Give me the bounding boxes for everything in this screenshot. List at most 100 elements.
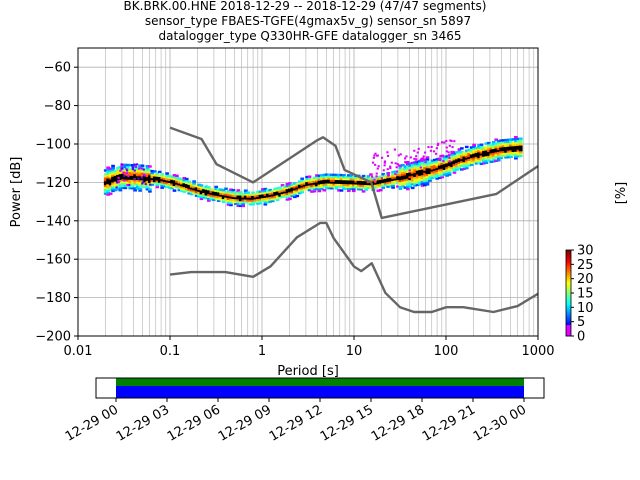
psd-density-cell xyxy=(275,198,280,202)
psd-density-cell xyxy=(501,150,506,154)
psd-density-cell xyxy=(501,154,506,157)
psd-density-cell xyxy=(457,155,462,159)
psd-density-cell xyxy=(243,189,248,192)
psd-density-cell xyxy=(403,165,408,168)
psd-density-cell xyxy=(111,168,115,171)
colorbar-tick-label: 20 xyxy=(577,272,594,287)
plot-background xyxy=(78,48,538,336)
psd-density-cell xyxy=(484,159,489,163)
psd-density-cell xyxy=(295,189,300,192)
psd-density-cell xyxy=(511,147,516,151)
psd-density-cell xyxy=(155,176,160,179)
psd-density-cell xyxy=(386,177,390,181)
psd-density-cell xyxy=(125,167,130,171)
psd-density-cell xyxy=(464,157,469,160)
psd-density-cell xyxy=(312,188,317,191)
psd-density-cell xyxy=(103,190,108,193)
psd-density-cell xyxy=(184,187,189,190)
psd-density-cell xyxy=(155,182,160,185)
psd-density-cell xyxy=(265,200,270,204)
psd-density-cell xyxy=(324,173,329,176)
psd-density-cell xyxy=(192,186,196,189)
psd-density-cell xyxy=(214,187,219,191)
psd-density-cell xyxy=(386,175,390,179)
psd-density-cell xyxy=(469,157,474,161)
psd-density-cell xyxy=(312,190,317,193)
colorbar-segment xyxy=(566,297,571,300)
psd-density-cell xyxy=(192,191,196,195)
psd-density-cell xyxy=(150,169,155,173)
psd-density-cell xyxy=(140,172,145,175)
psd-density-cell xyxy=(452,159,457,163)
psd-density-cell xyxy=(236,204,241,207)
colorbar-segment xyxy=(566,277,571,280)
psd-density-cell xyxy=(349,185,354,189)
psd-density-cell xyxy=(423,181,427,185)
psd-density-cell xyxy=(229,198,233,201)
psd-density-cell xyxy=(484,155,489,159)
psd-density-cell xyxy=(256,194,260,198)
psd-density-cell xyxy=(518,143,523,146)
psd-density-cell xyxy=(290,187,295,190)
psd-density-cell xyxy=(487,145,491,149)
psd-density-cell xyxy=(396,171,400,175)
psd-density-cell xyxy=(140,170,145,173)
psd-density-cell xyxy=(130,171,135,175)
psd-density-cell xyxy=(469,146,474,149)
psd-density-cell xyxy=(403,173,408,176)
psd-density-cell xyxy=(246,201,250,204)
psd-density-cell xyxy=(371,179,376,182)
psd-density-cell xyxy=(337,183,341,186)
psd-density-cell xyxy=(209,188,214,191)
psd-density-cell xyxy=(334,177,339,181)
psd-density-cell xyxy=(479,158,484,162)
psd-density-cell xyxy=(484,148,489,151)
psd-density-cell xyxy=(342,175,346,179)
psd-density-cell xyxy=(415,160,420,164)
colorbar-segment xyxy=(566,265,571,268)
psd-density-cell xyxy=(425,165,430,169)
psd-density-cell xyxy=(342,185,346,188)
psd-density-cell xyxy=(403,174,408,178)
psd-density-cell xyxy=(432,172,437,175)
psd-density-cell xyxy=(423,166,427,169)
psd-density-cell xyxy=(125,173,130,176)
psd-density-cell xyxy=(410,167,415,170)
psd-density-cell xyxy=(283,187,287,190)
psd-density-cell xyxy=(320,177,324,181)
psd-density-cell xyxy=(518,137,523,140)
psd-density-cell xyxy=(128,185,133,188)
psd-density-cell xyxy=(484,152,489,155)
psd-density-cell xyxy=(516,137,521,141)
psd-density-cell xyxy=(197,191,201,194)
psd-density-cell xyxy=(494,146,499,149)
psd-density-cell xyxy=(113,169,118,173)
psd-density-cell xyxy=(283,195,287,198)
psd-density-cell xyxy=(155,172,160,175)
psd-density-cell xyxy=(116,170,120,174)
psd-density-cell xyxy=(464,155,469,158)
psd-density-cell xyxy=(138,181,142,185)
psd-density-cell xyxy=(290,189,295,192)
psd-density-cell xyxy=(393,174,398,177)
y-tick-label: −200 xyxy=(35,330,71,345)
psd-density-cell xyxy=(275,192,280,196)
psd-density-cell xyxy=(204,191,209,194)
psd-density-cell xyxy=(393,170,398,173)
psd-density-cell xyxy=(138,170,142,173)
psd-density-cell xyxy=(125,163,130,167)
psd-density-cell xyxy=(472,151,476,154)
psd-density-cell xyxy=(511,143,516,147)
psd-density-cell xyxy=(116,174,120,177)
psd-density-cell xyxy=(494,144,499,147)
psd-density-cell xyxy=(216,188,221,191)
psd-density-cell xyxy=(398,174,403,177)
psd-density-cell xyxy=(450,164,454,168)
psd-density-cell xyxy=(182,177,187,180)
colorbar-segment xyxy=(566,310,571,313)
psd-density-cell xyxy=(197,183,201,187)
psd-density-cell xyxy=(148,174,152,178)
psd-density-cell xyxy=(374,184,378,187)
psd-density-cell xyxy=(430,174,435,178)
psd-density-cell xyxy=(509,151,513,155)
